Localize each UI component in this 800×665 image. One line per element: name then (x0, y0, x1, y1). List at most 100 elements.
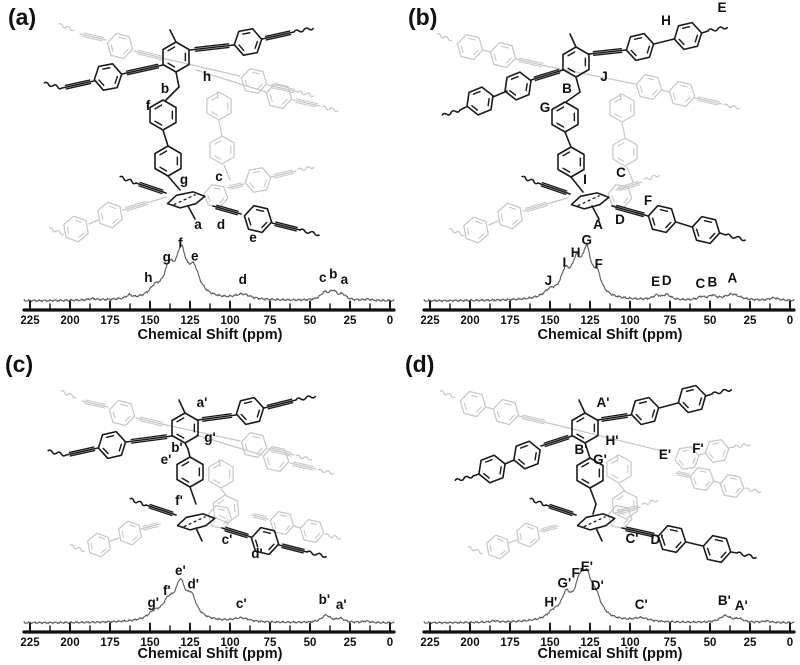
node-ring (570, 192, 610, 210)
double-bond (694, 34, 699, 43)
peak-label: D (662, 273, 672, 288)
benzene-ring (657, 524, 687, 554)
panel-c-canvas: a'g'b'e'f'c'd'225 200 175 150 125 100 75 50 25 0g… (20, 390, 396, 649)
double-bond (630, 49, 637, 57)
polymer-continuation-squiggle (641, 499, 659, 506)
double-bond (611, 195, 615, 202)
polymer-continuation-squiggle (736, 551, 758, 560)
benzene-ring (97, 201, 123, 229)
peak-label: f' (163, 583, 171, 598)
tick-label: 125 (580, 315, 600, 327)
tick-label: 25 (744, 637, 757, 649)
bond (591, 205, 600, 220)
alkyne-bond (125, 200, 147, 208)
bond (223, 164, 231, 181)
bond (565, 91, 581, 103)
polymer-continuation-squiggle (529, 497, 547, 507)
double-bond (114, 75, 119, 84)
structure-atom-label: E (717, 0, 726, 15)
double-bond (562, 151, 571, 157)
benzene-ring (299, 518, 325, 544)
polymer-continuation-squiggle (643, 174, 661, 181)
tick-label: 100 (220, 637, 239, 649)
tick-label: 175 (500, 315, 520, 327)
double-bond (257, 447, 263, 454)
double-bond (303, 529, 307, 537)
double-bond (277, 86, 285, 90)
peak-label: b' (319, 592, 330, 607)
double-bond (500, 213, 504, 222)
double-bond (512, 219, 519, 225)
benzene-ring (635, 73, 663, 101)
benzene-ring (673, 21, 703, 51)
polymer-continuation-squiggle (293, 27, 315, 33)
double-bond (567, 67, 576, 73)
alkyne-bond (271, 222, 301, 231)
polymer-continuation-squiggle (295, 454, 313, 461)
panel-b: (b) E H J B G I C A D F 225 200 175 150 125 100 75 50 25 0 J… (400, 0, 800, 345)
peak-label: b (329, 266, 337, 281)
double-bond (504, 402, 512, 406)
double-bond (484, 458, 493, 463)
alkyne-bond (521, 418, 545, 425)
alkyne-bond (125, 63, 159, 72)
bond (545, 65, 636, 85)
alkyne-bond (137, 49, 164, 57)
alkyne-bond (296, 98, 318, 105)
double-bond (703, 219, 713, 224)
polymer-continuation-squiggle (306, 550, 328, 559)
axis-title-c: Chemical Shift (ppm) (137, 646, 283, 662)
alkyne-bond (275, 221, 298, 229)
alkyne-bond (126, 204, 148, 212)
double-bond (98, 79, 105, 87)
double-bond (159, 166, 168, 172)
double-bond (505, 57, 512, 64)
bond (564, 131, 572, 148)
node-ring-back-edge (583, 516, 606, 528)
peak-label: H (571, 245, 581, 260)
double-bond (652, 89, 658, 96)
tick-label: 225 (420, 315, 440, 327)
double-bond (581, 478, 590, 484)
peak-label: a' (336, 597, 347, 612)
double-bond (90, 542, 93, 550)
alkyne-bond (292, 99, 321, 107)
double-bond (616, 495, 624, 501)
benzene-ring (250, 526, 280, 556)
double-bond (78, 232, 85, 238)
bond (661, 89, 670, 93)
double-bond (217, 499, 225, 505)
bond (575, 76, 581, 93)
benzene-ring (87, 532, 111, 558)
spectrum-curve (23, 578, 395, 625)
double-bond (254, 40, 259, 49)
alkyne-bond (266, 398, 293, 406)
alkyne-bond (621, 527, 659, 537)
alkyne-bond (216, 204, 239, 212)
double-bond (698, 397, 703, 406)
alkyne-bond (677, 471, 691, 475)
double-bond (100, 212, 104, 221)
alkyne-bond (271, 83, 296, 90)
spectrum-curve (23, 244, 395, 303)
double-bond (483, 472, 490, 479)
double-bond (496, 410, 500, 418)
benzene-ring (108, 399, 136, 427)
double-bond (614, 113, 622, 118)
alkyne-bond (263, 399, 297, 409)
tick-label: 100 (620, 637, 639, 649)
benzene-ring (486, 534, 510, 560)
tick-label: 150 (540, 637, 559, 649)
benzene-ring (154, 145, 182, 177)
panel-d: (d) A' H' B' G' E' F' C' D' 225 200 175 150 125 100 75… (400, 345, 800, 665)
alkyne-bond (588, 49, 627, 55)
alkyne-bond (135, 182, 167, 194)
bond (621, 122, 626, 138)
tick-label: 100 (220, 315, 239, 327)
structure-atom-label: G (540, 100, 551, 115)
benzene-ring (492, 398, 520, 426)
bond (626, 166, 634, 183)
double-bond (681, 25, 691, 30)
structure-atom-label: J (600, 69, 608, 84)
bond (492, 90, 508, 98)
